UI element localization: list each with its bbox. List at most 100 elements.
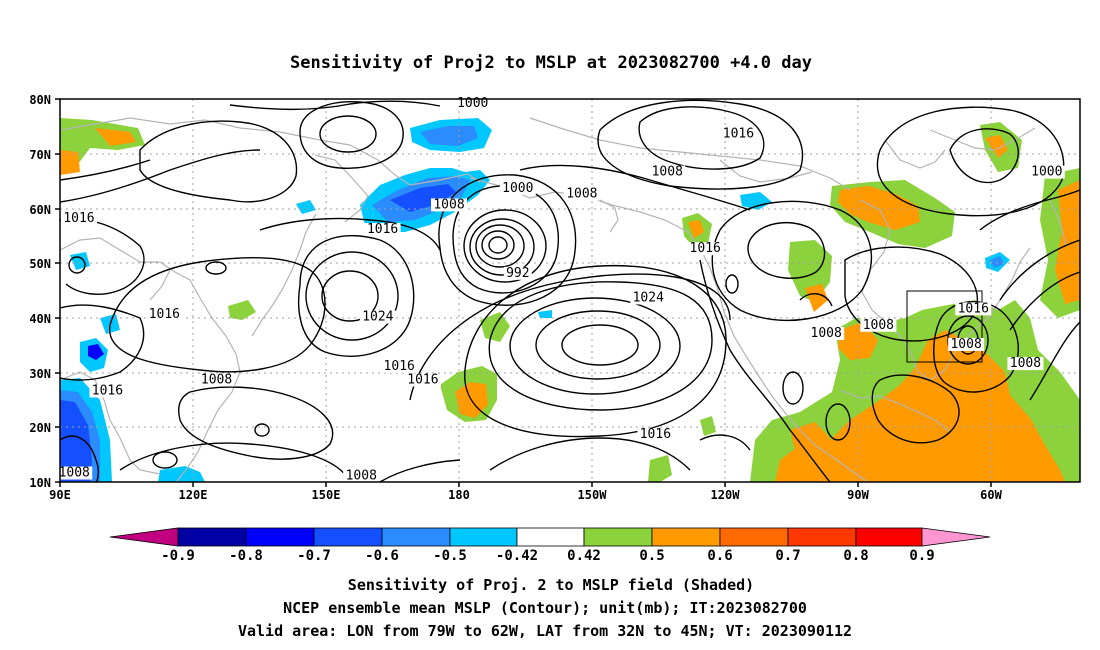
lat-tick-label: 10N — [29, 476, 51, 490]
colorbar-left-arrow — [109, 527, 179, 547]
contour-label-background — [955, 302, 992, 316]
colorbar-label: -0.7 — [297, 548, 331, 564]
lon-tick-label: 120W — [711, 488, 741, 502]
contour-label: 1000 — [457, 96, 488, 111]
lat-tick-label: 30N — [29, 367, 51, 381]
colorbar-label: -0.9 — [161, 548, 195, 564]
contour-label: 1016 — [690, 241, 721, 256]
lon-tick-label: 150E — [312, 488, 341, 502]
lat-tick-label: 80N — [29, 93, 51, 107]
cyan-shading-mongolia — [296, 200, 316, 214]
contour-label: 1000 — [1031, 165, 1062, 180]
lon-tick-label: 90E — [49, 488, 71, 502]
valid-area-box — [906, 290, 983, 363]
colorbar-label: -0.5 — [433, 548, 467, 564]
orange-shading-siberia-west — [60, 150, 80, 175]
contour-label: 1016 — [723, 126, 754, 141]
contour-label-background — [630, 291, 667, 305]
colorbar-segment — [787, 527, 857, 547]
mslp-contours — [60, 99, 1080, 482]
contour-label-background — [499, 182, 536, 196]
lon-tick-label: 90W — [847, 488, 869, 502]
figure-title: Sensitivity of Proj2 to MSLP at 20230827… — [290, 53, 812, 73]
green-shading-rockies — [700, 416, 716, 436]
contour-label-background — [60, 212, 97, 226]
latitude-axis: 80N 70N 60N 50N 40N 30N 20N 10N — [29, 93, 60, 490]
colorbar-segment — [381, 527, 451, 547]
contour-label: 992 — [506, 266, 529, 281]
colorbar-label: -0.6 — [365, 548, 399, 564]
colorbar-segment — [516, 527, 585, 547]
contour-label: 1016 — [63, 211, 94, 226]
contour-label-background — [146, 307, 183, 321]
colorbar-label: 0.9 — [909, 548, 934, 564]
lon-tick-label: 150W — [578, 488, 608, 502]
contour-label: 1024 — [362, 310, 393, 325]
negative-sensitivity-shading — [60, 118, 1010, 482]
contour-label-background — [381, 359, 418, 373]
orange-shading-atlantic-east — [1055, 180, 1080, 304]
colorbar-segment — [313, 527, 383, 547]
contour-label-background — [860, 318, 897, 332]
blue-shading-india — [60, 400, 92, 482]
contour-label-background — [1028, 165, 1065, 179]
colorbar-label: 0.42 — [567, 548, 601, 564]
colorbar-label: 0.5 — [639, 548, 664, 564]
colorbar-label: -0.42 — [496, 548, 538, 564]
contour-label-background — [1007, 357, 1044, 371]
colorbar-label: 0.7 — [775, 548, 800, 564]
contour-label-background — [364, 223, 401, 237]
colorbar-segment — [719, 527, 789, 547]
contour-label-background — [808, 327, 845, 341]
contour-label-background — [687, 242, 724, 256]
contour-label: 1024 — [633, 290, 664, 305]
lat-tick-label: 50N — [29, 257, 51, 271]
contour-label: 1016 — [384, 359, 415, 374]
contour-label: 1016 — [407, 373, 438, 388]
green-shading-texas — [760, 434, 782, 458]
colorbar-label: 0.8 — [843, 548, 868, 564]
map-gridlines — [60, 99, 1080, 482]
lightblue-shading-labrador — [990, 256, 1004, 268]
contour-label-background — [720, 127, 757, 141]
colorbar-segment — [245, 527, 315, 547]
blue-shading-bering — [390, 184, 456, 212]
longitude-axis: 90E 120E 150E 180 150W 120W 90W 60W — [49, 482, 1003, 502]
contour-label: 1000 — [502, 181, 533, 196]
contour-label: 1016 — [149, 307, 180, 322]
orange-shading-us-gulf-atlantic — [775, 330, 1065, 482]
contour-label-background — [563, 187, 600, 201]
contour-label: 1008 — [566, 186, 597, 201]
lightblue-shading-arctic — [420, 126, 478, 146]
orange-shading-pacific-east — [688, 220, 704, 238]
contour-label-background — [404, 373, 441, 387]
lon-tick-label: 60W — [980, 488, 1002, 502]
colorbar-right-arrow — [921, 527, 991, 547]
contour-label: 1016 — [92, 383, 123, 398]
contour-label: 1008 — [652, 165, 683, 180]
contour-label: 1008 — [201, 373, 232, 388]
colorbar-segment — [449, 527, 518, 547]
contour-label-background — [454, 97, 491, 111]
contour-label: 1016 — [367, 222, 398, 237]
colorbar-label: 0.6 — [707, 548, 732, 564]
contour-label: 1008 — [1010, 356, 1041, 371]
contour-label: 1008 — [433, 197, 464, 212]
orange-shading-central-plains — [805, 284, 828, 312]
colorbar-segment — [855, 527, 923, 547]
colorbar: -0.9 -0.8 -0.7 -0.6 -0.5 -0.42 0.42 0.5 … — [109, 527, 991, 564]
green-shading-mexico-pacific — [648, 455, 672, 482]
contour-label-background — [637, 428, 674, 442]
contour-label: 1008 — [59, 466, 90, 481]
orange-shading-siberia — [95, 128, 136, 146]
darkblue-shading-myanmar — [88, 344, 104, 360]
contour-label: 1016 — [958, 301, 989, 316]
contour-label: 1008 — [950, 337, 981, 352]
colorbar-segment — [177, 527, 247, 547]
caption-line: NCEP ensemble mean MSLP (Contour); unit(… — [283, 599, 807, 617]
lat-tick-label: 70N — [29, 148, 51, 162]
caption-line: Sensitivity of Proj. 2 to MSLP field (Sh… — [348, 576, 754, 594]
